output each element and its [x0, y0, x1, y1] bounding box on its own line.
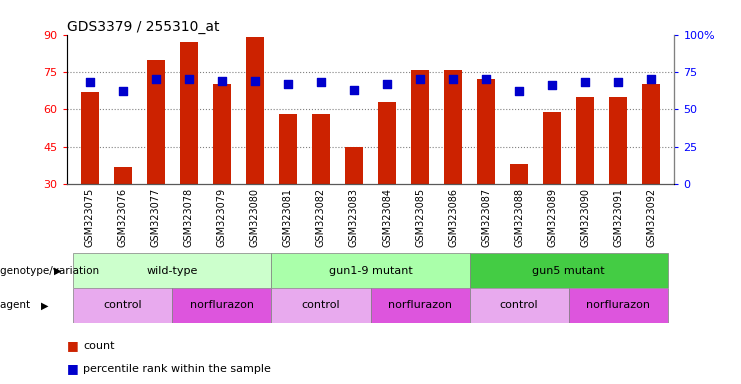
Text: gun5 mutant: gun5 mutant [532, 266, 605, 276]
Text: GSM323077: GSM323077 [151, 188, 161, 247]
Text: GSM323087: GSM323087 [481, 188, 491, 247]
Bar [73, 288, 173, 323]
Bar [271, 288, 370, 323]
Text: GDS3379 / 255310_at: GDS3379 / 255310_at [67, 20, 219, 33]
Text: ■: ■ [67, 339, 82, 352]
Bar [576, 97, 594, 184]
Bar [470, 253, 668, 288]
Text: GSM323081: GSM323081 [283, 188, 293, 247]
Bar [378, 102, 396, 184]
Point [447, 76, 459, 83]
Point [579, 79, 591, 86]
Point [514, 88, 525, 94]
Text: control: control [302, 300, 340, 310]
Text: count: count [83, 341, 115, 351]
Bar [81, 92, 99, 184]
Text: GSM323076: GSM323076 [118, 188, 128, 247]
Bar [147, 60, 165, 184]
Text: GSM323089: GSM323089 [547, 188, 557, 247]
Text: ▶: ▶ [41, 300, 48, 310]
Bar [246, 37, 264, 184]
Point [282, 81, 294, 87]
Point [183, 76, 195, 83]
Text: GSM323091: GSM323091 [613, 188, 623, 247]
Text: GSM323092: GSM323092 [646, 188, 657, 247]
Bar [73, 253, 271, 288]
Bar [510, 164, 528, 184]
Point [117, 88, 129, 94]
Text: GSM323090: GSM323090 [580, 188, 590, 247]
Bar [345, 147, 363, 184]
Text: norflurazon: norflurazon [388, 300, 452, 310]
Bar [180, 42, 198, 184]
Bar [271, 253, 470, 288]
Text: GSM323085: GSM323085 [415, 188, 425, 247]
Text: percentile rank within the sample: percentile rank within the sample [83, 364, 271, 374]
Point [381, 81, 393, 87]
Text: ■: ■ [67, 362, 82, 375]
Text: genotype/variation: genotype/variation [0, 266, 102, 276]
Point [150, 76, 162, 83]
Point [216, 78, 227, 84]
Bar [312, 114, 330, 184]
Bar [543, 112, 561, 184]
Bar [477, 79, 495, 184]
Bar [411, 70, 429, 184]
Bar [114, 167, 132, 184]
Point [612, 79, 624, 86]
Text: GSM323075: GSM323075 [84, 188, 95, 247]
Bar [279, 114, 297, 184]
Text: GSM323082: GSM323082 [316, 188, 326, 247]
Point [315, 79, 327, 86]
Text: GSM323086: GSM323086 [448, 188, 458, 247]
Text: GSM323079: GSM323079 [217, 188, 227, 247]
Point [249, 78, 261, 84]
Bar [609, 97, 627, 184]
Bar [173, 288, 271, 323]
Bar [213, 84, 231, 184]
Text: GSM323084: GSM323084 [382, 188, 392, 247]
Text: control: control [104, 300, 142, 310]
Point [480, 76, 492, 83]
Bar [470, 288, 568, 323]
Text: norflurazon: norflurazon [190, 300, 254, 310]
Text: gun1-9 mutant: gun1-9 mutant [328, 266, 413, 276]
Bar [642, 84, 660, 184]
Text: GSM323083: GSM323083 [349, 188, 359, 247]
Text: GSM323080: GSM323080 [250, 188, 260, 247]
Text: agent: agent [0, 300, 33, 310]
Point [348, 87, 360, 93]
Point [84, 79, 96, 86]
Point [546, 83, 558, 89]
Text: GSM323078: GSM323078 [184, 188, 194, 247]
Text: GSM323088: GSM323088 [514, 188, 524, 247]
Bar [444, 70, 462, 184]
Point [414, 76, 426, 83]
Text: norflurazon: norflurazon [586, 300, 650, 310]
Text: wild-type: wild-type [147, 266, 198, 276]
Point [645, 76, 657, 83]
Text: ▶: ▶ [54, 266, 62, 276]
Bar [568, 288, 668, 323]
Bar [370, 288, 470, 323]
Text: control: control [499, 300, 539, 310]
